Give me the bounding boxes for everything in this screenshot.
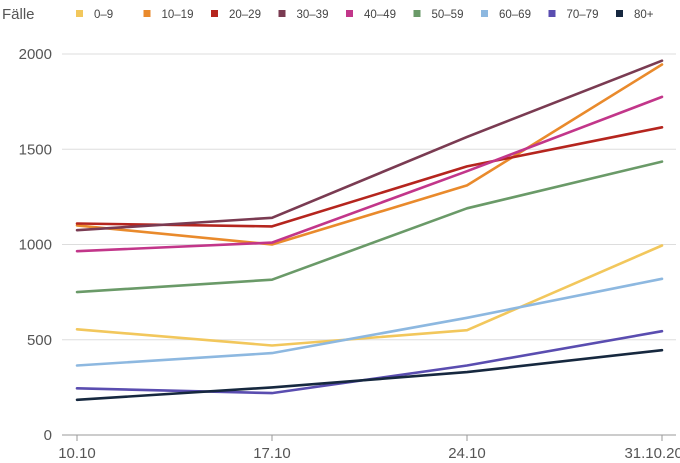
legend-label: 10–19	[162, 9, 194, 21]
legend-label: 40–49	[364, 9, 396, 21]
series-line-9	[75, 348, 664, 402]
series-line-1	[75, 244, 664, 347]
y-axis-ticks: 0 500 1000 1500 2000	[19, 46, 52, 444]
legend-label: 50–59	[432, 9, 464, 21]
x-axis: 10.10 17.10 24.10 31.10.2021	[58, 435, 680, 462]
y-tick-label: 500	[27, 332, 52, 349]
legend-swatch	[413, 10, 421, 17]
legend-swatch	[211, 10, 218, 17]
legend-label: 60–69	[499, 9, 531, 21]
series-line-5	[75, 95, 664, 253]
series-lines	[75, 59, 664, 402]
series-line-2	[75, 63, 664, 246]
legend-swatch	[143, 10, 151, 17]
legend-swatch	[76, 10, 83, 17]
series-line-7	[75, 277, 664, 367]
series-line-8	[75, 329, 664, 395]
legend-label: 70–79	[567, 9, 599, 21]
y-tick-label: 2000	[19, 46, 52, 63]
legend-swatch	[346, 10, 353, 17]
x-tick-label: 24.10	[448, 445, 486, 462]
y-tick-label: 1500	[19, 141, 52, 158]
y-axis-label: Fälle	[2, 6, 35, 23]
x-tick-label: 10.10	[58, 445, 96, 462]
y-tick-label: 0	[44, 427, 52, 444]
legend-label: 0–9	[94, 9, 113, 21]
legend-swatch	[278, 10, 286, 17]
legend-label: 80+	[634, 9, 654, 21]
legend-label: 20–29	[229, 9, 261, 21]
y-tick-label: 1000	[19, 237, 52, 254]
legend-swatch	[481, 10, 488, 17]
legend-label: 30–39	[297, 9, 329, 21]
legend: 0–9 10–19 20–29 30–39 40–49 50–59 60–69 70–79 80…	[76, 9, 654, 21]
x-tick-label: 17.10	[253, 445, 291, 462]
legend-swatch	[548, 10, 556, 17]
legend-swatch	[616, 10, 623, 17]
series-line-4	[75, 59, 664, 232]
x-tick-label: 31.10.2021	[624, 445, 680, 462]
series-line-6	[75, 160, 664, 294]
